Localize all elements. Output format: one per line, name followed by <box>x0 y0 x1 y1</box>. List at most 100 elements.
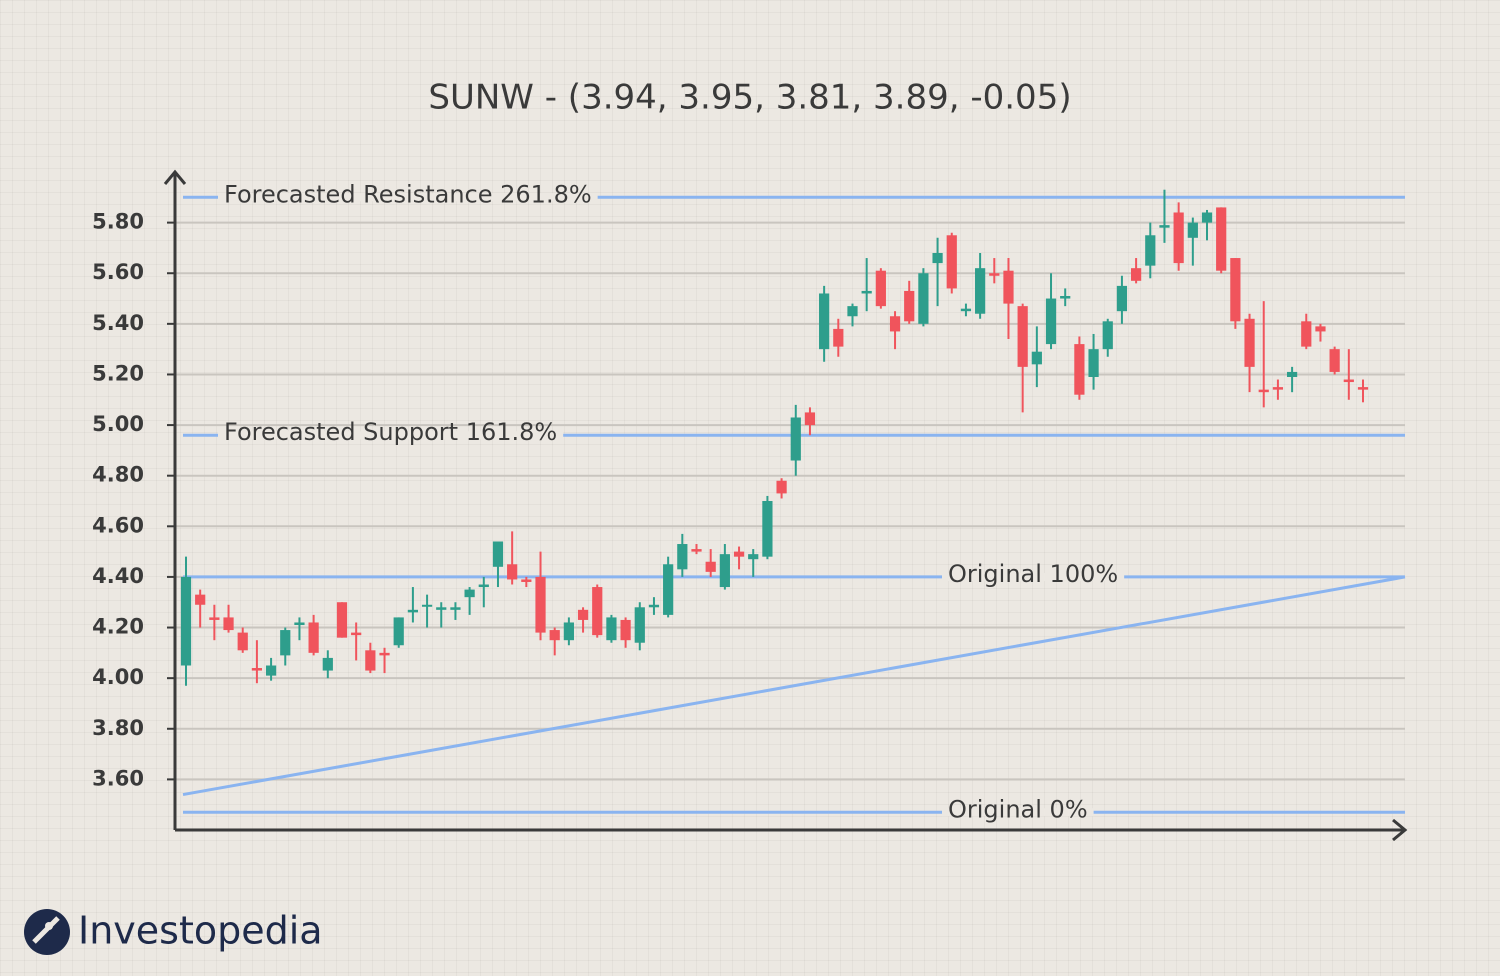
candle-body <box>265 665 277 676</box>
candle-body <box>691 549 702 552</box>
candle-body <box>180 576 192 666</box>
candle-body <box>1173 212 1184 264</box>
candle-body <box>1258 389 1269 393</box>
y-tick-label: 5.20 <box>92 361 144 385</box>
candle-body <box>804 412 816 426</box>
candle-body <box>847 306 858 317</box>
candle-body <box>336 602 348 638</box>
candle-body <box>251 668 263 671</box>
candle-body <box>436 607 447 610</box>
candle-body <box>1060 296 1071 299</box>
x-axis <box>175 818 1408 842</box>
candle-body <box>237 632 248 651</box>
logo-text: Investopedia <box>78 909 323 953</box>
candle-body <box>507 564 518 580</box>
y-tick-label: 3.80 <box>92 716 144 740</box>
level-label: Original 0% <box>948 795 1088 823</box>
candle-body <box>790 417 801 461</box>
candle-body <box>294 622 305 626</box>
candle-body <box>748 554 759 560</box>
y-tick-label: 5.00 <box>92 412 144 436</box>
candle-body <box>719 554 730 588</box>
y-tick-label: 4.20 <box>92 615 144 639</box>
y-axis <box>163 169 187 830</box>
candle-body <box>1031 351 1042 365</box>
candle-body <box>1357 387 1369 390</box>
candle-body <box>975 268 986 314</box>
candle-body <box>535 576 546 633</box>
candle-body <box>762 501 773 557</box>
candle-body <box>280 630 291 656</box>
level-label: Forecasted Resistance 261.8% <box>224 180 592 208</box>
candle-body <box>209 617 220 620</box>
candle-body <box>918 273 929 324</box>
candle-body <box>1244 318 1255 367</box>
y-tick-label: 4.60 <box>92 513 144 537</box>
y-tick-label: 4.40 <box>92 564 144 588</box>
candle-body <box>889 316 901 332</box>
logo-icon-dot <box>45 922 53 930</box>
candle-body <box>478 584 489 588</box>
candle-body <box>322 657 333 671</box>
candle-body <box>379 652 390 656</box>
candle-body <box>1216 207 1227 271</box>
level-label-bg <box>218 431 564 440</box>
candle-body <box>946 235 957 289</box>
candle-body <box>960 308 972 312</box>
candle-body <box>1329 349 1340 372</box>
y-tick-label: 3.60 <box>92 766 144 790</box>
y-tick-label: 4.80 <box>92 463 144 487</box>
candle-body <box>393 617 404 646</box>
candle-body <box>1017 306 1028 367</box>
candle-body <box>592 587 603 636</box>
trend-line <box>182 575 1406 797</box>
candle-body <box>308 622 319 653</box>
candle-body <box>1201 212 1213 223</box>
candle-body <box>819 293 830 350</box>
candle-body <box>989 273 1000 276</box>
candle-body <box>1159 225 1170 228</box>
candle-body <box>1088 349 1099 377</box>
candle-body <box>1315 326 1326 332</box>
level-label: Original 100% <box>948 560 1118 588</box>
candle-body <box>407 609 418 613</box>
y-tick-label: 4.00 <box>92 665 144 689</box>
candle-body <box>1230 258 1241 322</box>
candle-body <box>450 607 461 610</box>
candle-body <box>648 604 660 608</box>
candle-body <box>1187 222 1198 238</box>
candle-body <box>563 622 574 641</box>
candle-body <box>705 561 716 572</box>
y-tick-label: 5.80 <box>92 210 144 234</box>
candle-body <box>1074 344 1085 395</box>
candle-body <box>365 650 376 671</box>
candle-body <box>421 604 433 607</box>
candle-body <box>577 609 589 620</box>
candle-body <box>492 541 504 567</box>
candle-body <box>1003 270 1014 304</box>
candle-body <box>1102 321 1113 350</box>
candle-body <box>606 617 617 641</box>
level-label: Forecasted Support 161.8% <box>224 418 557 446</box>
candle-body <box>1045 298 1057 345</box>
candle-body <box>1343 379 1354 383</box>
logo-icon-mark <box>32 916 60 944</box>
candle-body <box>932 252 943 264</box>
candle-body <box>875 270 886 307</box>
candle-body <box>351 632 362 636</box>
logo: Investopedia <box>24 909 323 955</box>
candle-body <box>776 480 787 494</box>
candle-body <box>1116 285 1128 312</box>
candle-body <box>677 544 688 570</box>
candle-body <box>464 589 475 598</box>
candle-body <box>223 617 234 631</box>
candle-body <box>634 607 645 643</box>
candle-body <box>521 579 532 582</box>
level-label-bg <box>218 193 598 202</box>
candle-body <box>1301 321 1312 347</box>
level-label-bg <box>942 572 1125 581</box>
candle-body <box>1286 371 1298 377</box>
candle-body <box>861 290 872 294</box>
candle-body <box>195 594 206 605</box>
